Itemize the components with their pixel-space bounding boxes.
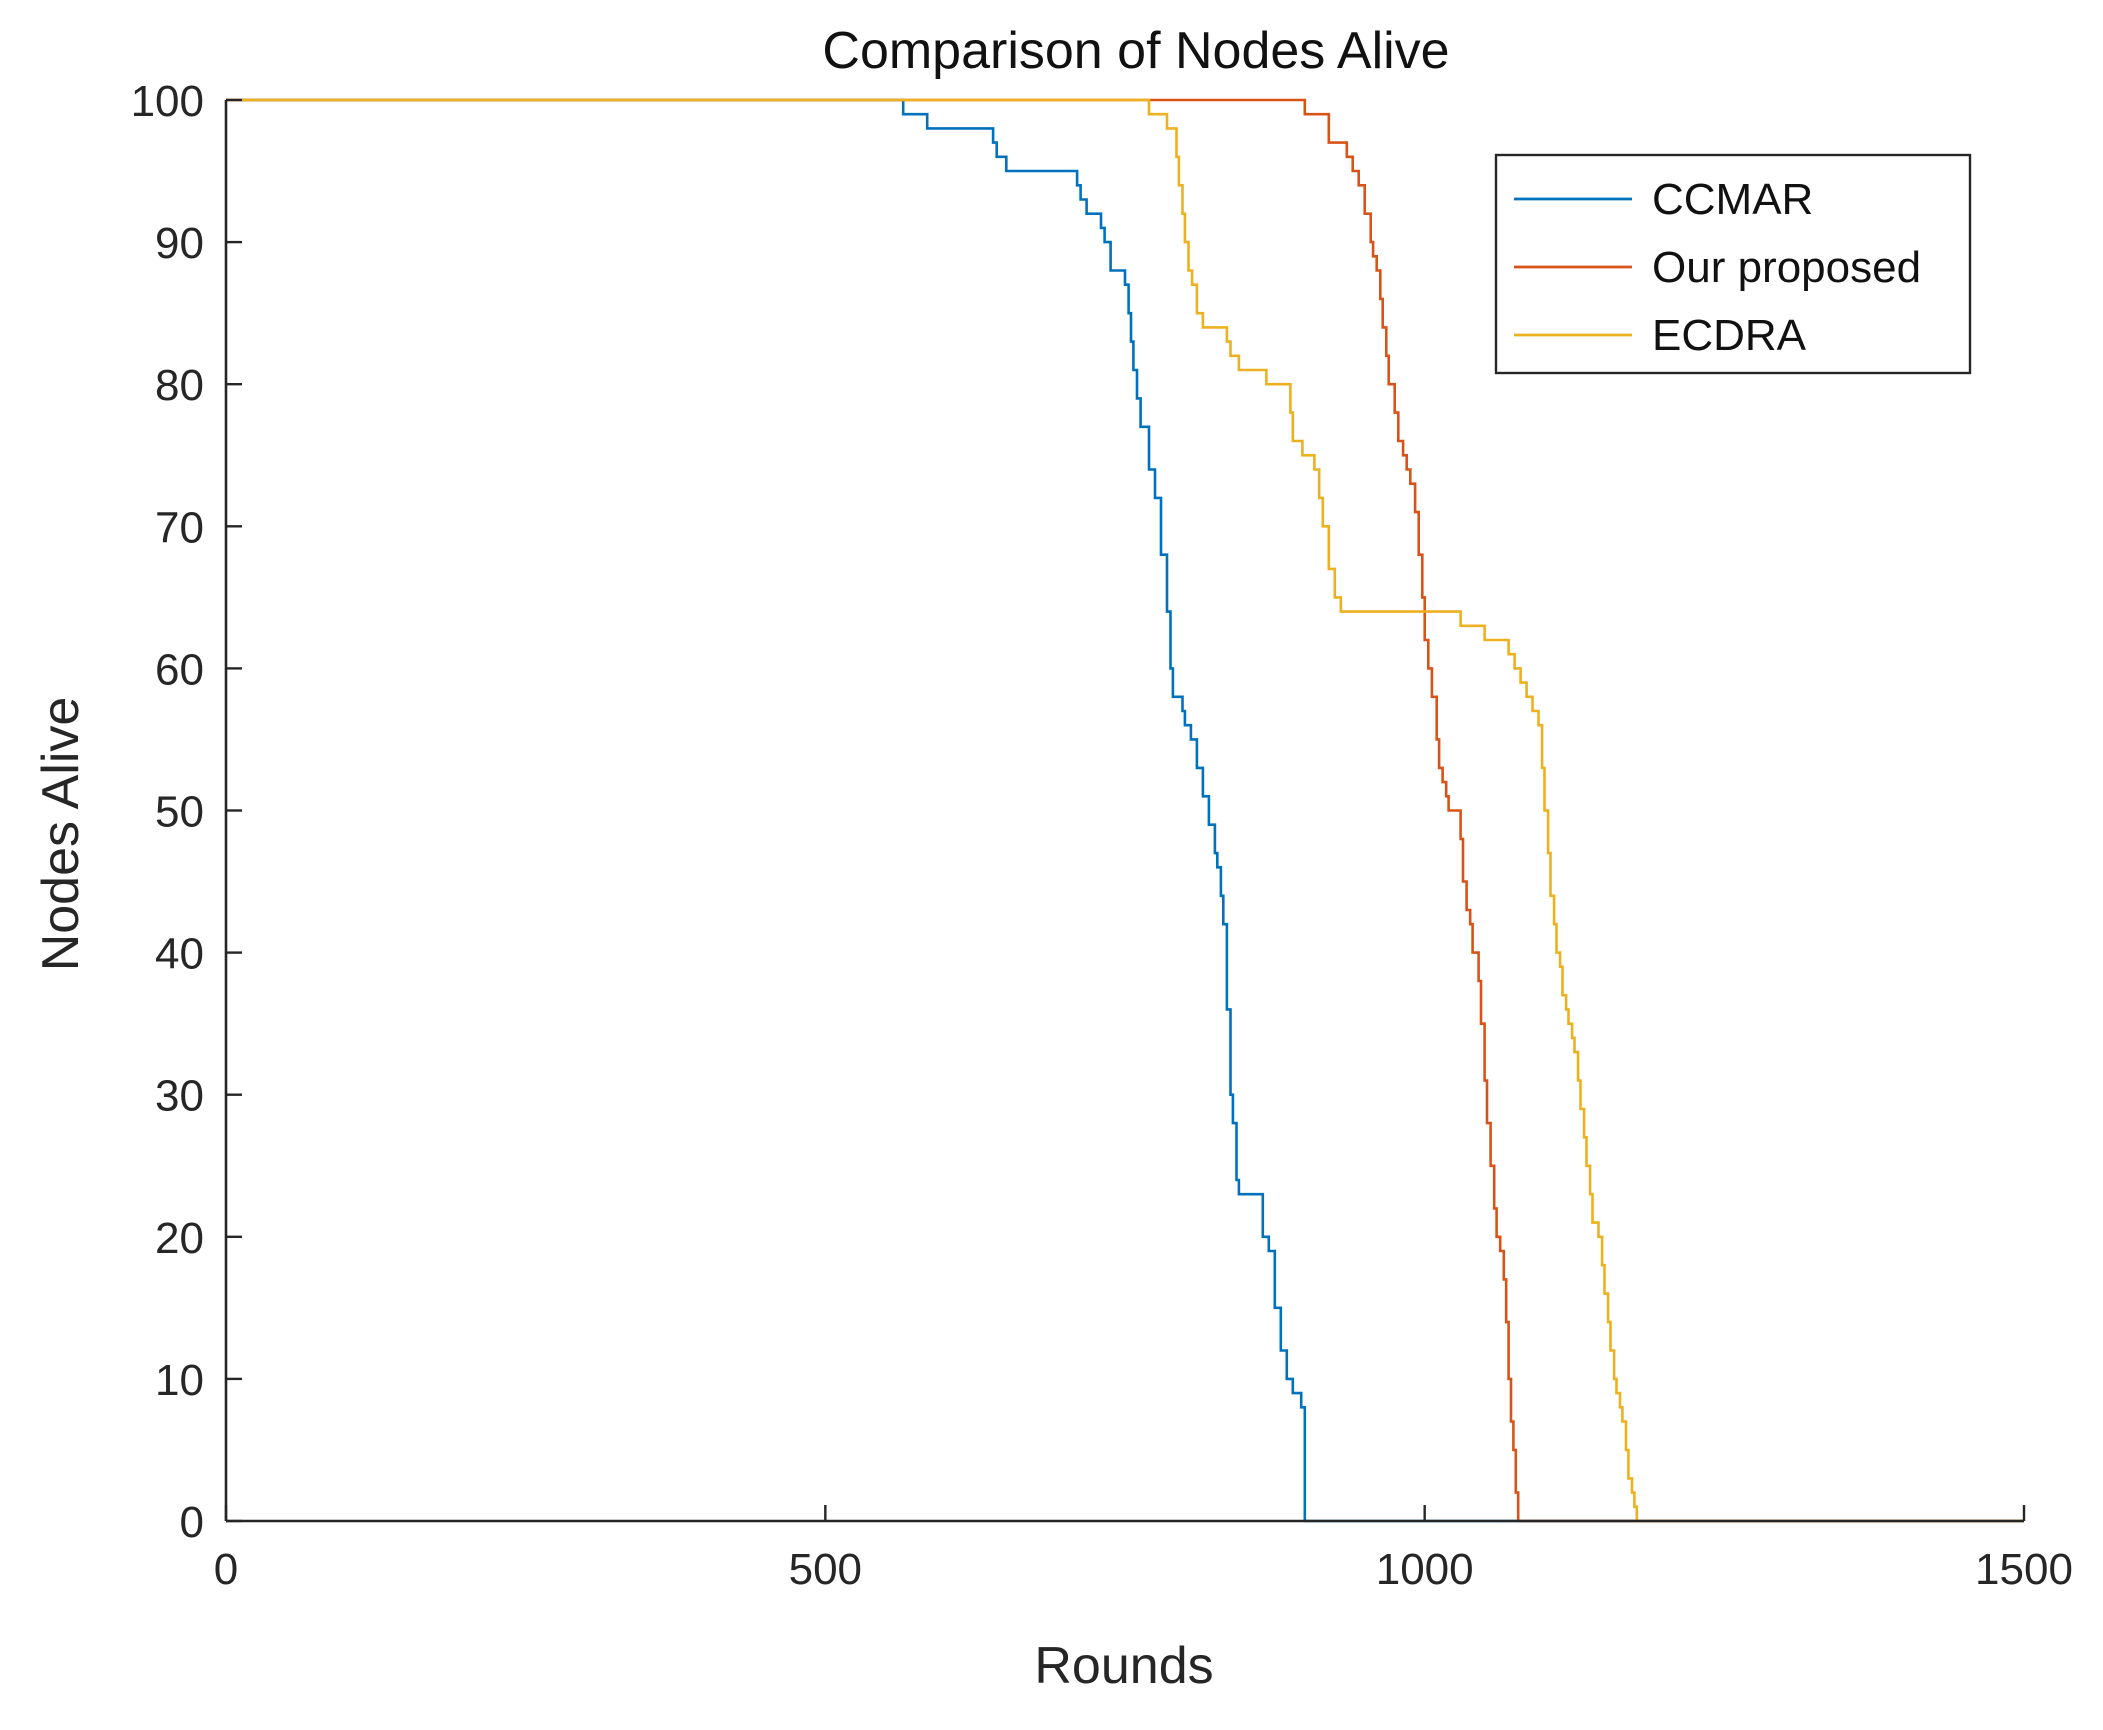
plot-area: 0 500 1000 1500 0 10 20 30 40 50 60 70 80 90 100 bbox=[131, 77, 2073, 1594]
series-line-ecdra bbox=[226, 98, 2024, 1523]
y-tick-label: 90 bbox=[155, 219, 204, 268]
legend-box bbox=[1494, 153, 1972, 375]
x-tick-label: 0 bbox=[214, 1545, 238, 1594]
x-tick-label: 1000 bbox=[1376, 1545, 1474, 1594]
series-line-our-proposed bbox=[226, 98, 2024, 1523]
x-tick-label: 500 bbox=[789, 1545, 862, 1594]
axes-layer: 0 500 1000 1500 0 10 20 30 40 50 60 70 80 90 100 bbox=[131, 77, 2073, 1594]
x-tick-label: 1500 bbox=[1975, 1545, 2073, 1594]
y-tick-label: 70 bbox=[155, 503, 204, 552]
y-tick-label: 10 bbox=[155, 1356, 204, 1405]
y-tick-label: 30 bbox=[155, 1072, 204, 1121]
y-tick-label: 50 bbox=[155, 788, 204, 837]
series-line-ccmar bbox=[226, 98, 2024, 1523]
y-tick-label: 100 bbox=[131, 77, 204, 126]
legend-label: Our proposed bbox=[1652, 243, 1921, 292]
x-axis-label: Rounds bbox=[1034, 1637, 1213, 1695]
chart-title: Comparison of Nodes Alive bbox=[822, 22, 1449, 80]
series-layer bbox=[226, 98, 2024, 1523]
y-tick-label: 60 bbox=[155, 645, 204, 694]
legend: CCMAR Our proposed ECDRA bbox=[1494, 153, 1972, 375]
y-tick-label: 40 bbox=[155, 930, 204, 979]
legend-label: CCMAR bbox=[1652, 175, 1813, 224]
y-tick-label: 80 bbox=[155, 361, 204, 410]
y-axis-label: Nodes Alive bbox=[32, 697, 90, 972]
y-tick-label: 0 bbox=[180, 1498, 204, 1547]
legend-label: ECDRA bbox=[1652, 311, 1807, 360]
y-tick-label: 20 bbox=[155, 1214, 204, 1263]
